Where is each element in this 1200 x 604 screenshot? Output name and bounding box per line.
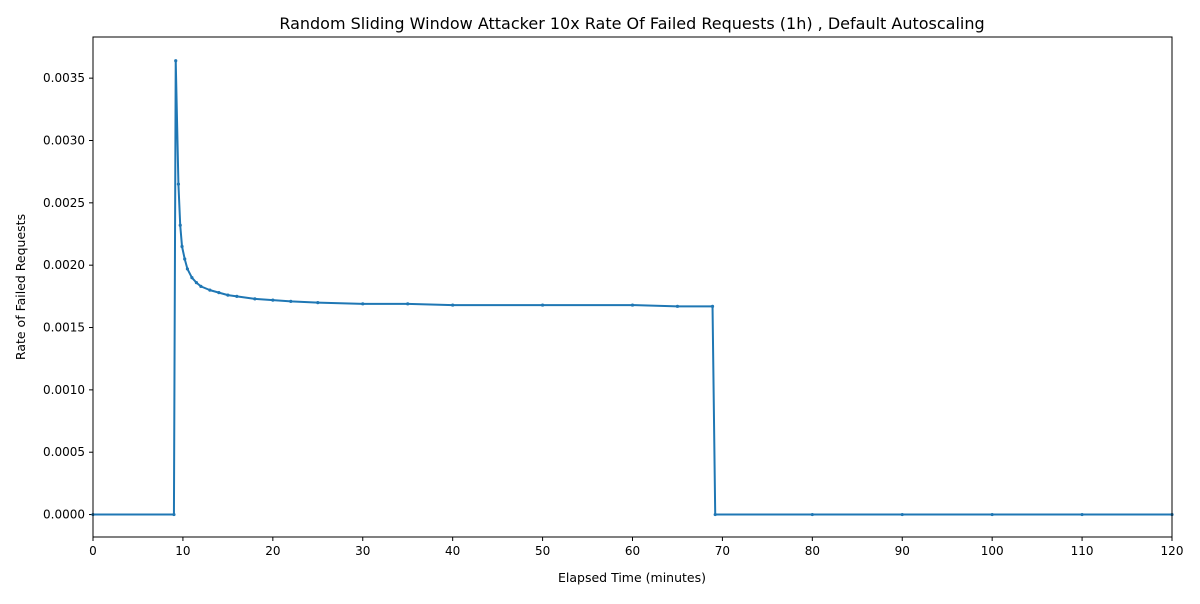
- data-point: [190, 276, 194, 280]
- data-point: [810, 512, 814, 517]
- data-point: [451, 303, 455, 307]
- y-tick-label: 0.0015: [43, 321, 85, 335]
- x-tick-label: 70: [715, 544, 730, 558]
- series-line: [93, 59, 1172, 516]
- data-point: [226, 293, 230, 297]
- data-point: [630, 303, 635, 307]
- plot-area: [91, 59, 1174, 517]
- x-tick-label: 20: [265, 544, 280, 558]
- plot-frame: [92, 36, 1173, 538]
- data-point: [176, 182, 181, 186]
- y-tick-label: 0.0020: [43, 258, 85, 272]
- data-point: [289, 299, 293, 303]
- data-point: [675, 304, 680, 308]
- data-point: [316, 300, 320, 305]
- x-tick-label: 10: [175, 544, 190, 558]
- x-tick-label: 0: [89, 544, 97, 558]
- data-point: [208, 288, 212, 292]
- y-tick-label: 0.0030: [43, 133, 85, 147]
- data-point: [172, 512, 176, 517]
- data-point: [178, 223, 182, 227]
- data-point: [183, 257, 187, 261]
- x-axis-label: Elapsed Time (minutes): [558, 570, 706, 585]
- y-axis-ticks: 0.0000 0.0005 0.0010 0.0015 0.0020 0.0025 0.00…: [43, 71, 93, 522]
- chart-title: Random Sliding Window Attacker 10x Rate …: [279, 14, 984, 33]
- x-tick-label: 120: [1161, 544, 1184, 558]
- data-point: [271, 298, 275, 302]
- data-point: [406, 302, 410, 306]
- data-point: [710, 304, 715, 308]
- data-point: [217, 291, 221, 295]
- x-tick-label: 30: [355, 544, 370, 558]
- data-point: [713, 512, 717, 517]
- x-tick-label: 90: [895, 544, 910, 558]
- data-point: [185, 267, 190, 271]
- y-axis-label: Rate of Failed Requests: [13, 214, 28, 360]
- data-point: [990, 512, 994, 517]
- x-tick-label: 50: [535, 544, 550, 558]
- data-point: [1080, 512, 1084, 517]
- data-point: [199, 284, 203, 288]
- x-tick-label: 80: [805, 544, 820, 558]
- x-tick-label: 40: [445, 544, 460, 558]
- data-point: [194, 281, 198, 285]
- x-tick-label: 60: [625, 544, 640, 558]
- data-point: [180, 244, 184, 249]
- data-point: [540, 303, 545, 307]
- data-point: [253, 297, 257, 301]
- x-tick-label: 110: [1071, 544, 1094, 558]
- x-tick-label: 100: [981, 544, 1004, 558]
- data-point: [235, 294, 239, 298]
- y-tick-label: 0.0000: [43, 508, 85, 522]
- y-tick-label: 0.0025: [43, 196, 85, 210]
- x-axis-ticks: 0 10 20 30 40 50 60 70 80 90 100 110 120: [89, 537, 1183, 558]
- y-tick-label: 0.0005: [43, 445, 85, 459]
- data-point: [900, 512, 904, 517]
- y-tick-label: 0.0035: [43, 71, 85, 85]
- y-tick-label: 0.0010: [43, 383, 85, 397]
- data-point: [174, 59, 178, 63]
- data-point: [361, 302, 365, 306]
